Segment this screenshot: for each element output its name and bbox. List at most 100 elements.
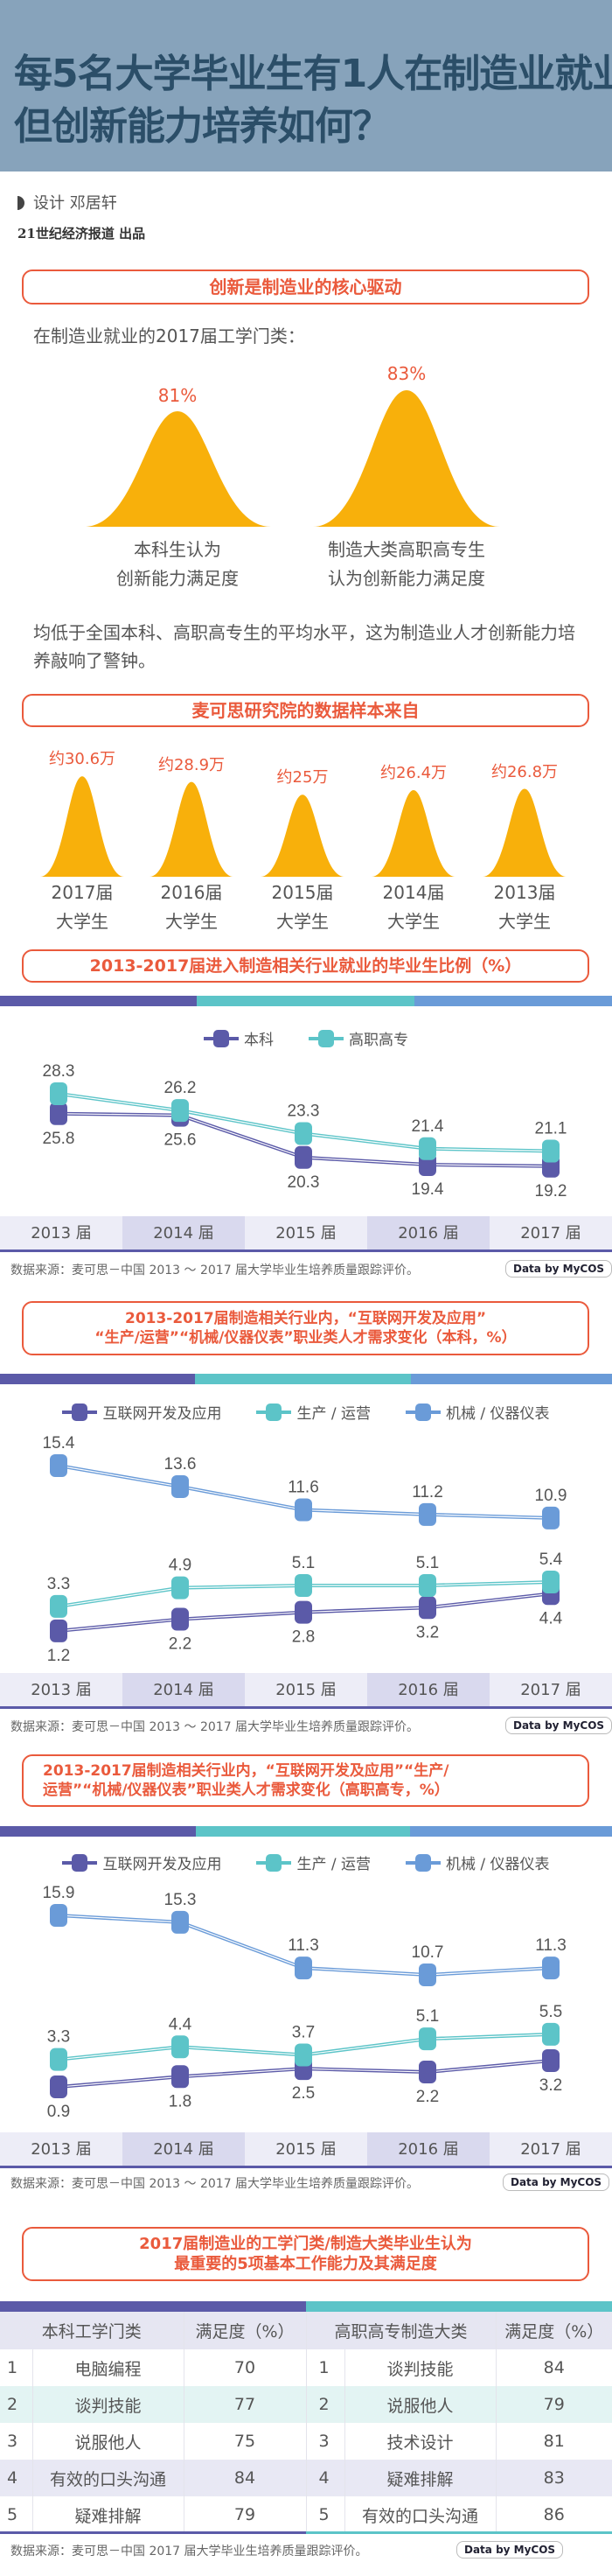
x-tick-label: 2017 届 (490, 1673, 612, 1706)
sample-year: 2014届 (382, 882, 445, 903)
chart1-source: 数据来源：麦可思－中国 2013 ～ 2017 届大学毕业生培养质量跟踪评价。 (10, 1264, 420, 1278)
data-point (542, 1139, 560, 1163)
header-satisfaction: 满足度（%） (496, 2312, 612, 2349)
chart1-title: 2013-2017届进入制造相关行业就业的毕业生比例（%） (22, 949, 589, 983)
section-note: 均低于全国本科、高职高专生的平均水平，这为制造业人才创新能力培养敲响了警钟。 (33, 622, 575, 671)
legend-label: 机械 / 仪器仪表 (446, 1856, 550, 1873)
rank: 2 (0, 2386, 33, 2423)
designer-text: 设计 邓居轩 (33, 194, 117, 213)
bell-label-line: 本科生认为 (134, 539, 221, 560)
legend-label: 本科 (244, 1032, 274, 1049)
data-point (50, 1904, 67, 1927)
data-point (295, 1573, 312, 1597)
designer-credit: 设计 邓居轩 (17, 191, 117, 214)
data-label: 3.2 (539, 2076, 562, 2095)
data-label: 23.3 (288, 1102, 320, 1121)
data-point (50, 1082, 67, 1105)
chart1-plot: 25.8 25.6 20.3 19.4 19.2 28.3 26.2 23.3 21.4 21.1 (43, 1062, 567, 1200)
data-point (295, 2043, 312, 2067)
data-point (171, 1099, 189, 1123)
table-row: 4 有效的口头沟通 84 4 疑难排解 83 (0, 2460, 612, 2496)
header-satisfaction: 满足度（%） (184, 2312, 307, 2349)
x-tick-label: 2015 届 (245, 1216, 367, 1250)
data-point (419, 1573, 436, 1597)
legend-marker-icon (62, 1853, 98, 1872)
table-row: 2 谈判技能 77 2 说服他人 79 (0, 2386, 612, 2423)
legend-label: 互联网开发及应用 (102, 1856, 222, 1873)
legend-item: 机械 / 仪器仪表 (406, 1852, 550, 1873)
data-label: 5.4 (539, 1550, 563, 1569)
rank: 5 (306, 2496, 345, 2533)
bell-curve-mark (313, 390, 500, 527)
sample-value: 约26.4万 (379, 764, 448, 782)
data-label: 19.2 (535, 1182, 567, 1200)
ability-name: 电脑编程 (32, 2349, 184, 2386)
data-label: 5.5 (539, 2003, 562, 2021)
color-stripe (0, 1374, 612, 1384)
data-point (542, 1956, 560, 1980)
data-label: 15.9 (43, 1884, 75, 1902)
header-undergrad-category: 本科工学门类 (0, 2312, 184, 2349)
header-banner: 每5名大学毕业生有1人在制造业就业 但创新能力培养如何？ (0, 0, 612, 172)
x-tick-label: 2014 届 (122, 1673, 245, 1706)
publisher-credit: 21世纪经济报道 出品 (17, 226, 146, 242)
bell-label-line: 制造大类高职高专生 (328, 539, 485, 560)
data-point (542, 1506, 560, 1530)
section-heading-innovation: 创新是制造业的核心驱动 (22, 270, 589, 304)
x-tick-label: 2016 届 (367, 1216, 490, 1250)
mycos-badge: Data by MyCOS (456, 2541, 564, 2558)
sample-group: 大学生 (56, 911, 108, 932)
data-label: 3.3 (47, 2028, 70, 2047)
sample-bell-mark (261, 794, 344, 877)
legend-marker-icon (256, 1853, 292, 1872)
data-label: 1.2 (47, 1647, 70, 1665)
mycos-badge: Data by MyCOS (503, 2174, 610, 2191)
legend-label: 高职高专 (349, 1032, 408, 1049)
data-label: 5.1 (292, 1554, 315, 1572)
data-point (50, 1102, 67, 1125)
data-label: 20.3 (288, 1173, 320, 1192)
table-source: 数据来源：麦可思－中国 2017 届大学毕业生培养质量跟踪评价。 (10, 2544, 368, 2558)
color-stripe (0, 1826, 612, 1837)
data-point (419, 1596, 436, 1620)
data-point (542, 1571, 560, 1593)
table-title-line: 最重要的5项基本工作能力及其满足度 (174, 2255, 437, 2273)
data-label: 3.2 (416, 1623, 439, 1642)
data-point (542, 2048, 560, 2072)
data-point (295, 1145, 312, 1169)
ability-name: 谈判技能 (344, 2349, 497, 2386)
sample-bell-mark (483, 788, 567, 877)
table-row: 5 疑难排解 79 5 有效的口头沟通 86 (0, 2496, 612, 2533)
bell-label-undergrad: 本科生认为 创新能力满足度 (73, 536, 282, 593)
data-point (171, 1607, 189, 1631)
chart2-title-line: “生产/运营”“机械/仪器仪表”职业类人才需求变化（本科，%） (94, 1329, 517, 1347)
x-tick-label: 2016 届 (367, 2132, 490, 2166)
data-label: 10.7 (412, 1943, 444, 1962)
x-tick-label: 2017 届 (490, 1216, 612, 1250)
color-stripe (0, 2301, 612, 2312)
sample-year: 2015届 (271, 882, 334, 903)
data-point (50, 2076, 67, 2099)
table-header-row: 本科工学门类 满足度（%） 高职高专制造大类 满足度（%） (0, 2312, 612, 2349)
table-row: 3 说服他人 75 3 技术设计 81 (0, 2423, 612, 2460)
x-tick-label: 2014 届 (122, 2132, 245, 2166)
chart2-source: 数据来源：麦可思－中国 2013 ～ 2017 届大学毕业生培养质量跟踪评价。 (10, 1720, 420, 1734)
table-bottom-stripe (0, 2531, 612, 2534)
data-label: 0.9 (47, 2103, 70, 2121)
legend-item: 生产 / 运营 (256, 1401, 371, 1423)
legend-item: 高职高专 (309, 1027, 408, 1049)
chart3-title-line: 运营”“机械/仪器仪表”职业类人才需求变化（高职高专，%） (43, 1782, 449, 1799)
satisfaction-bells (84, 390, 500, 527)
bell-value-undergrad: 81% (157, 385, 198, 406)
data-label: 10.9 (535, 1487, 567, 1505)
sample-bell-mark (150, 781, 233, 877)
data-label: 11.3 (535, 1936, 567, 1955)
sample-group: 大学生 (276, 911, 329, 932)
data-label: 11.2 (412, 1483, 443, 1502)
data-label: 15.3 (164, 1891, 197, 1909)
sample-year: 2016届 (160, 882, 223, 903)
bell-label-line: 认为创新能力满足度 (328, 568, 485, 589)
sample-group: 大学生 (165, 911, 218, 932)
data-label: 25.6 (164, 1131, 197, 1150)
x-tick-label: 2014 届 (122, 1216, 245, 1250)
